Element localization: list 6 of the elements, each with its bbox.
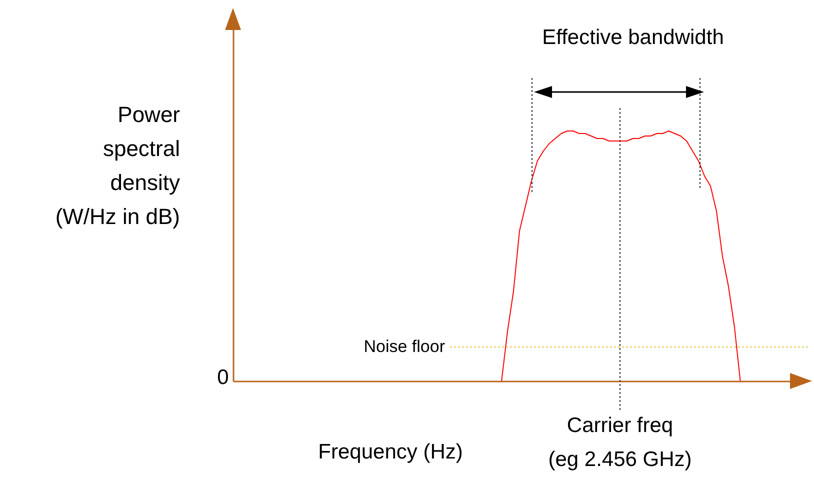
text: Carrier freq (eg 2.456 GHz) [548, 414, 692, 471]
y-axis-title: Power spectral density (W/Hz in dB) [55, 102, 180, 229]
text: 0 [217, 366, 229, 389]
ref-line-label: Noise floor [364, 337, 446, 356]
text: Effective bandwidth [542, 26, 724, 49]
x-axis-title: Frequency (Hz) [318, 440, 463, 464]
